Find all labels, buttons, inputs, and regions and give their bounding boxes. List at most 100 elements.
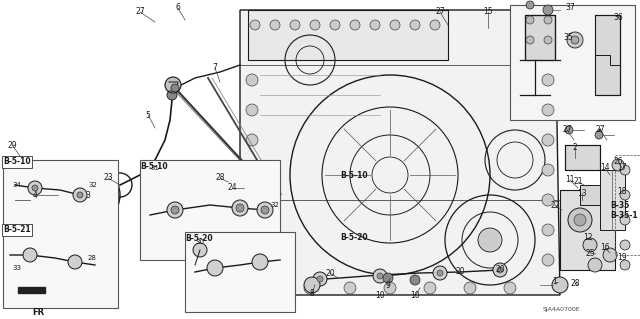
Text: 28: 28 <box>88 255 97 261</box>
Circle shape <box>583 238 597 252</box>
Circle shape <box>261 206 269 214</box>
Text: 28: 28 <box>215 174 225 182</box>
Text: 8: 8 <box>310 288 314 298</box>
Circle shape <box>565 126 573 134</box>
Text: 16: 16 <box>600 243 610 253</box>
Bar <box>510 5 635 120</box>
Circle shape <box>330 20 340 30</box>
Circle shape <box>588 258 602 272</box>
Circle shape <box>383 273 393 283</box>
Circle shape <box>74 177 110 213</box>
Circle shape <box>252 254 268 270</box>
Text: 27: 27 <box>135 8 145 17</box>
Circle shape <box>232 200 248 216</box>
Circle shape <box>410 275 420 285</box>
Circle shape <box>15 182 31 198</box>
Text: 10: 10 <box>375 292 385 300</box>
Circle shape <box>84 187 100 203</box>
Circle shape <box>542 104 554 116</box>
Circle shape <box>350 20 360 30</box>
Text: B-5-10: B-5-10 <box>3 158 31 167</box>
Circle shape <box>544 16 552 24</box>
Text: 21: 21 <box>573 177 583 187</box>
Bar <box>185 232 295 312</box>
Circle shape <box>595 131 603 139</box>
Circle shape <box>542 254 554 266</box>
Circle shape <box>437 270 443 276</box>
Circle shape <box>207 260 223 276</box>
Circle shape <box>246 194 258 206</box>
Text: 23: 23 <box>103 174 113 182</box>
Bar <box>565 145 600 170</box>
Circle shape <box>310 20 320 30</box>
Bar <box>140 160 280 260</box>
Text: 25: 25 <box>585 249 595 257</box>
Text: 11: 11 <box>565 175 575 184</box>
Circle shape <box>23 248 37 262</box>
Text: 10: 10 <box>410 292 420 300</box>
Text: 14: 14 <box>600 164 610 173</box>
Bar <box>600 170 625 230</box>
Text: 28: 28 <box>570 278 580 287</box>
Text: 12: 12 <box>583 234 593 242</box>
Circle shape <box>542 164 554 176</box>
Circle shape <box>568 208 592 232</box>
Polygon shape <box>18 287 45 293</box>
Circle shape <box>384 282 396 294</box>
Text: 24: 24 <box>227 183 237 192</box>
Circle shape <box>504 282 516 294</box>
Text: B-35-1: B-35-1 <box>610 211 637 219</box>
Circle shape <box>377 273 383 279</box>
Polygon shape <box>240 10 560 295</box>
Bar <box>580 185 610 205</box>
Circle shape <box>264 282 276 294</box>
Text: 9: 9 <box>385 280 390 290</box>
Circle shape <box>246 134 258 146</box>
Circle shape <box>478 228 502 252</box>
Circle shape <box>68 255 82 269</box>
Circle shape <box>250 20 260 30</box>
Text: 37: 37 <box>565 4 575 12</box>
Text: 34: 34 <box>12 182 21 188</box>
Text: 19: 19 <box>617 254 627 263</box>
Circle shape <box>526 16 534 24</box>
Circle shape <box>433 266 447 280</box>
Circle shape <box>430 20 440 30</box>
Circle shape <box>193 243 207 257</box>
Text: 2: 2 <box>573 144 577 152</box>
Bar <box>248 10 448 60</box>
Text: 27: 27 <box>595 125 605 135</box>
Text: B-5-10: B-5-10 <box>340 170 367 180</box>
Circle shape <box>493 263 507 277</box>
Text: 22: 22 <box>550 201 560 210</box>
Text: B-5-10: B-5-10 <box>140 162 168 171</box>
Circle shape <box>542 134 554 146</box>
Text: 17: 17 <box>617 164 627 173</box>
Circle shape <box>424 282 436 294</box>
Circle shape <box>32 185 38 191</box>
Text: 3: 3 <box>86 190 90 199</box>
Text: 27: 27 <box>435 8 445 17</box>
Circle shape <box>165 77 181 93</box>
Circle shape <box>317 276 323 282</box>
Circle shape <box>373 269 387 283</box>
Circle shape <box>370 20 380 30</box>
Circle shape <box>542 74 554 86</box>
Text: 1: 1 <box>552 278 557 286</box>
Text: 29: 29 <box>7 140 17 150</box>
Circle shape <box>544 36 552 44</box>
Bar <box>615 155 640 255</box>
Circle shape <box>603 248 617 262</box>
Circle shape <box>552 277 568 293</box>
Circle shape <box>620 215 630 225</box>
Circle shape <box>252 179 264 191</box>
Circle shape <box>167 202 183 218</box>
Text: 36: 36 <box>613 13 623 23</box>
Circle shape <box>236 204 244 212</box>
Circle shape <box>571 36 579 44</box>
Circle shape <box>620 240 630 250</box>
Text: 35: 35 <box>563 33 573 42</box>
Text: SJA4A0700E: SJA4A0700E <box>542 307 580 312</box>
Bar <box>560 190 615 270</box>
Bar <box>12 175 34 205</box>
